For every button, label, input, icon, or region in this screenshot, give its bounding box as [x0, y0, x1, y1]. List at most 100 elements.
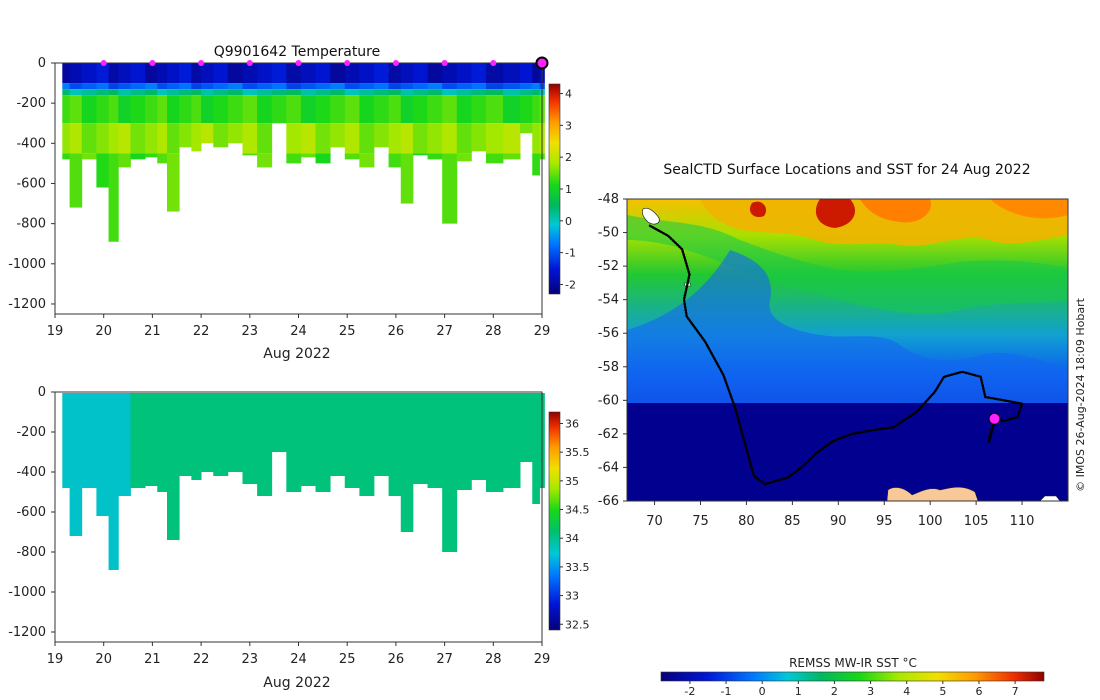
- salinity-y-tick-label: -1000: [8, 585, 46, 600]
- temperature-cell: [485, 83, 504, 90]
- map-x-tick-label: 110: [1010, 514, 1035, 529]
- sst-hot-patch-1: [815, 199, 855, 228]
- temperature-cell: [412, 89, 428, 96]
- temperature-cell: [315, 83, 331, 90]
- salinity-panel: 0 -200 -400 -600 -800 -1000 -1200 19 20 21 22 23 24…: [8, 385, 589, 691]
- latest-profile-marker: [535, 56, 549, 70]
- map-x-tick-label: 95: [876, 514, 893, 529]
- sst-green-band: [627, 215, 1068, 315]
- salinity-cell: [427, 393, 443, 488]
- temperature-cell: [108, 89, 119, 96]
- temperature-cell: [400, 89, 414, 96]
- temperature-cell: [532, 95, 540, 124]
- temperature-cell: [179, 95, 192, 124]
- temperature-cell: [213, 95, 229, 124]
- temperature-cell: [400, 95, 414, 124]
- salinity-colorbar-ticks: 36 35.5 35 34.5 34 33.5 33 32.5: [560, 417, 590, 631]
- antarctic-coast: [886, 487, 979, 501]
- temperature-cell: [201, 63, 214, 84]
- temperature-cell: [330, 89, 346, 96]
- temperature-cell: [359, 83, 375, 90]
- temperature-cell: [300, 95, 316, 124]
- temperature-x-tick-label: 29: [534, 324, 551, 339]
- map-x-tick-label: 75: [692, 514, 709, 529]
- temperature-cell: [427, 83, 443, 90]
- salinity-cell: [257, 393, 273, 496]
- temperature-cell: [213, 83, 229, 90]
- salinity-cell: [330, 393, 346, 476]
- temperature-cell: [456, 153, 472, 162]
- temperature-x-tick-label: 20: [95, 324, 112, 339]
- temperature-cell: [62, 63, 71, 84]
- map-axes-frame: [626, 198, 1069, 502]
- temperature-y-tick-label: -200: [16, 96, 46, 111]
- profile-marker: [295, 60, 302, 66]
- temperature-cell: [286, 95, 302, 124]
- sst-orange-patch: [860, 199, 931, 223]
- salinity-y-tick-label: -400: [16, 465, 46, 480]
- current-position-marker: [988, 412, 1001, 425]
- salinity-colorbar-tick-label: 34: [565, 532, 579, 545]
- temperature-x-tick-label: 25: [339, 324, 356, 339]
- temperature-cell: [201, 95, 214, 124]
- salinity-y-tick-label: -800: [16, 545, 46, 560]
- temperature-cell: [69, 123, 83, 154]
- salinity-cell: [69, 393, 83, 536]
- temperature-cell: [62, 95, 71, 124]
- temperature-cell: [271, 89, 287, 96]
- temperature-cell: [81, 95, 97, 124]
- map-y-tick-label: -54: [598, 293, 619, 308]
- map-y-tick-label: -52: [598, 259, 619, 274]
- temperature-cell: [227, 123, 243, 144]
- temperature-cell: [388, 95, 402, 124]
- temperature-cell: [69, 83, 83, 90]
- temperature-cell: [81, 89, 97, 96]
- salinity-cell: [118, 393, 131, 496]
- temperature-cell: [118, 123, 131, 154]
- temperature-cell: [456, 83, 472, 90]
- map-title: SealCTD Surface Locations and SST for 24…: [663, 162, 1030, 178]
- temperature-cell: [130, 123, 146, 154]
- temperature-cell: [179, 83, 192, 90]
- temperature-cell: [108, 83, 119, 90]
- temperature-heatmap: [62, 63, 545, 242]
- temperature-cell: [520, 83, 533, 90]
- temperature-cell: [130, 89, 146, 96]
- temperature-cell: [388, 153, 402, 168]
- temperature-cell: [471, 83, 487, 90]
- sst-warm-front: [700, 199, 1068, 246]
- temperature-cell: [242, 123, 258, 154]
- temperature-cell: [456, 95, 472, 124]
- temperature-panel: Q9901642 Temperature 0 -200 -400 -600 -800 -1…: [8, 44, 576, 362]
- map-y-tick-label: -60: [598, 393, 619, 408]
- temperature-cell: [344, 153, 360, 160]
- temperature-cell: [145, 123, 158, 154]
- salinity-y-tick-label: -200: [16, 425, 46, 440]
- temperature-cell: [118, 63, 131, 84]
- salinity-cell: [157, 393, 168, 492]
- coast-fragment: [1039, 495, 1061, 501]
- temperature-cell: [300, 63, 316, 84]
- profile-marker: [344, 60, 351, 66]
- salinity-xlabel: Aug 2022: [263, 675, 330, 691]
- temperature-cell: [227, 95, 243, 124]
- temperature-cell: [315, 123, 331, 154]
- temperature-cell: [442, 63, 458, 84]
- map-y-tick-label: -48: [598, 192, 619, 207]
- temperature-cell: [503, 123, 521, 154]
- salinity-colorbar-tick-label: 33: [565, 590, 579, 603]
- temperature-y-ticks: 0 -200 -400 -600 -800 -1000 -1200: [8, 56, 55, 312]
- map-y-tick-label: -62: [598, 427, 619, 442]
- temperature-x-tick-label: 19: [47, 324, 64, 339]
- temperature-cell: [191, 123, 202, 152]
- temperature-colorbar-tick-label: 3: [565, 119, 572, 132]
- seal-track: [648, 224, 1024, 486]
- temperature-cell: [471, 89, 487, 96]
- salinity-cell: [412, 393, 428, 484]
- salinity-cell: [227, 393, 243, 472]
- salinity-cell: [145, 393, 158, 486]
- temperature-x-tick-label: 23: [242, 324, 259, 339]
- temperature-cell: [330, 63, 346, 84]
- temperature-cell: [108, 153, 119, 242]
- temperature-cell: [315, 153, 331, 164]
